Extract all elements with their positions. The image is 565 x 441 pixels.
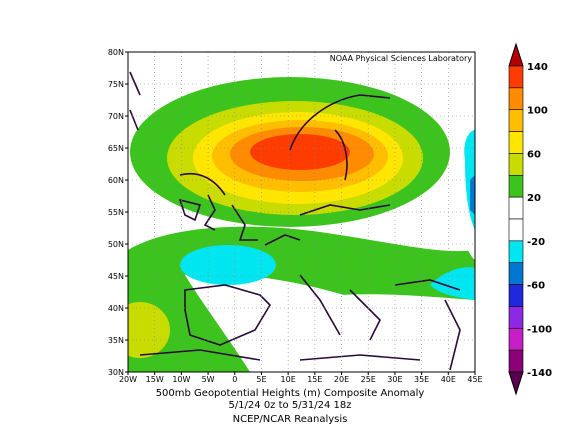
lat-label: 30N [108, 368, 124, 377]
colorbar-label: 100 [527, 106, 548, 117]
lon-label: 30E [387, 375, 402, 384]
graticule [128, 52, 475, 372]
lon-label: 20E [334, 375, 349, 384]
colorbar-label: 20 [527, 193, 541, 204]
lat-label: 35N [108, 336, 124, 345]
lon-label: 15E [307, 375, 322, 384]
lon-label: 10W [172, 375, 190, 384]
colorbar-swatch [508, 284, 524, 307]
lat-label: 40N [108, 304, 124, 313]
colorbar-label: -20 [527, 237, 545, 248]
lon-label: 15W [146, 375, 164, 384]
colorbar-label: -100 [527, 324, 552, 335]
colorbar-swatch [508, 262, 524, 285]
lat-label: 65N [108, 144, 124, 153]
colorbar-label: 60 [527, 149, 541, 160]
title-line: 500mb Geopotential Heights (m) Composite… [156, 388, 425, 399]
colorbar-swatch [508, 65, 524, 89]
colorbar-swatch [508, 109, 524, 132]
colorbar-label: -60 [527, 281, 545, 292]
colorbar-arrow [508, 371, 524, 396]
colorbar-swatch [508, 131, 524, 154]
lon-label: 10E [281, 375, 296, 384]
colorbar-swatch [508, 240, 524, 264]
lon-label: 5E [256, 375, 266, 384]
colorbar-label: -140 [527, 368, 552, 379]
title-line: NCEP/NCAR Reanalysis [233, 414, 348, 425]
anomaly-field [128, 52, 475, 372]
colorbar-swatch [508, 153, 524, 176]
colorbar: 140 100 60 20 -20 -60 -100 -140 [508, 42, 552, 396]
colorbar-arrow [508, 42, 524, 67]
colorbar-swatch [508, 306, 524, 329]
lat-label: 60N [108, 176, 124, 185]
title-line: 5/1/24 0z to 5/31/24 18z [228, 400, 351, 411]
colorbar-label: 140 [527, 62, 548, 73]
lon-label: 45E [467, 375, 482, 384]
lat-label: 70N [108, 112, 124, 121]
colorbar-swatch [508, 87, 524, 111]
lat-label: 50N [108, 240, 124, 249]
lon-label: 0 [232, 375, 237, 384]
lon-label: 5W [202, 375, 215, 384]
lon-label: 35E [414, 375, 429, 384]
lon-label: 25E [361, 375, 376, 384]
lon-label: 40E [441, 375, 456, 384]
colorbar-swatch [508, 174, 524, 198]
credit: NOAA Physical Sciences Laboratory [330, 54, 473, 63]
colorbar-swatch [508, 327, 524, 351]
colorbar-swatch [508, 196, 524, 220]
lat-label: 55N [108, 208, 124, 217]
credit-box [330, 53, 474, 64]
lat-label: 80N [108, 48, 124, 57]
colorbar-swatch [508, 218, 524, 242]
lon-label: 20W [119, 375, 137, 384]
colorbar-swatch [508, 349, 524, 373]
lat-label: 75N [108, 80, 124, 89]
lat-label: 45N [108, 272, 124, 281]
